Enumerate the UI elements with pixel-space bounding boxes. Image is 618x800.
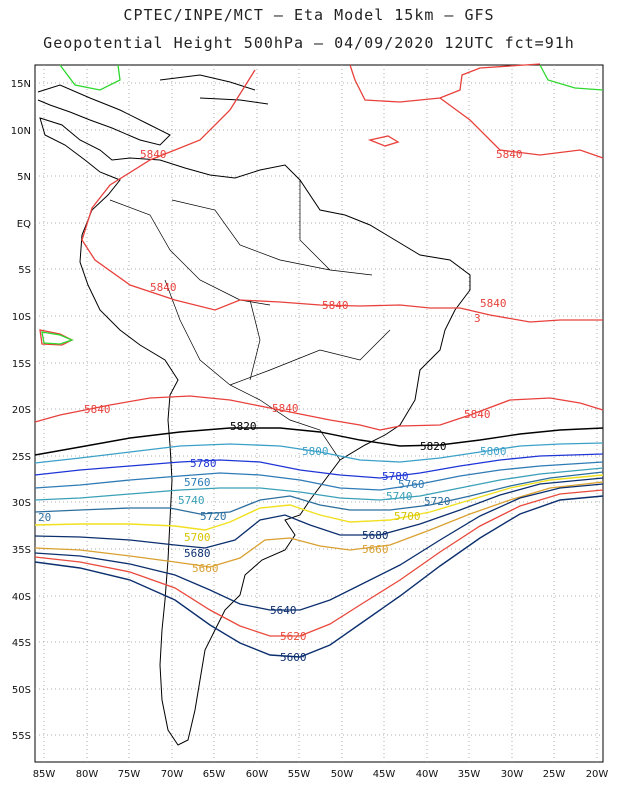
lat-label: 40S: [12, 592, 31, 603]
contour-label-5680: 5680: [184, 547, 211, 560]
contour-label-5660: 5660: [192, 562, 219, 575]
contour-line-5660: [34, 481, 604, 568]
lat-label: 35S: [12, 545, 31, 556]
contour-line-green: [59, 64, 121, 91]
contour-label-5600: 5600: [280, 651, 307, 664]
contour-line-5720: [34, 471, 604, 515]
lat-label: 10S: [12, 312, 31, 323]
lon-label: 85W: [33, 769, 56, 780]
lon-label: 60W: [246, 769, 269, 780]
country-borders: [109, 180, 391, 461]
contour-labels: 5840 5840 5840 5840 5840 3 5840 5840 584…: [38, 148, 523, 664]
contour-label-5720: 5720: [200, 510, 227, 523]
contour-label-5840: 5840: [150, 281, 177, 294]
contour-line-5840: [439, 97, 604, 159]
contour-line-5800: [34, 442, 604, 464]
contour-label-5700: 5700: [184, 531, 211, 544]
lon-label: 45W: [373, 769, 396, 780]
contour-line-5840: [39, 329, 74, 346]
lat-label: 15S: [12, 359, 31, 370]
contour-line-5740: [34, 467, 604, 501]
lat-label: 45S: [12, 638, 31, 649]
latitude-labels: 15N 10N 5N EQ 5S 10S 15S 20S 25S 30S 35S…: [11, 79, 31, 742]
lat-label: 5N: [17, 172, 31, 183]
lon-label: 40W: [416, 769, 439, 780]
contour-line-5600: [34, 495, 604, 658]
contour-label-5760: 5760: [398, 478, 425, 491]
contour-label-5680: 5680: [362, 529, 389, 542]
central-america: [37, 84, 171, 146]
contour-line-green: [539, 64, 604, 91]
lat-label: 50S: [12, 685, 31, 696]
contour-line-5820: [34, 427, 604, 456]
lat-label: 25S: [12, 452, 31, 463]
lat-label: 10N: [11, 126, 31, 137]
contour-label-5780: 5780: [190, 457, 217, 470]
contour-line-5760: [34, 461, 604, 491]
lon-label: 50W: [331, 769, 354, 780]
longitude-labels: 85W 80W 75W 70W 65W 60W 55W 50W 45W 40W …: [33, 769, 609, 780]
graticule: [35, 65, 603, 762]
contour-label-5840: 5840: [140, 148, 167, 161]
lon-label: 75W: [118, 769, 141, 780]
contour-label-5640: 5640: [270, 604, 297, 617]
contours-5840: [34, 63, 604, 431]
contour-label-5800: 5800: [480, 445, 507, 458]
contour-label-5820: 5820: [420, 440, 447, 453]
lon-label: 35W: [458, 769, 481, 780]
contour-line-5840: [367, 135, 400, 147]
contour-label-5760: 5760: [184, 476, 211, 489]
contour-label-5620: 5620: [280, 630, 307, 643]
lat-label: 5S: [18, 265, 31, 276]
lon-label: 30W: [501, 769, 524, 780]
lon-label: 20W: [586, 769, 609, 780]
contour-label-small: 3: [474, 312, 481, 325]
lon-label: 65W: [203, 769, 226, 780]
contours-green: [41, 64, 604, 345]
contour-label-5820: 5820: [230, 420, 257, 433]
contour-label-5720-edge: 20: [38, 511, 51, 524]
contour-label-5700: 5700: [394, 510, 421, 523]
contour-label-5840: 5840: [84, 403, 111, 416]
map-title-line1: CPTEC/INPE/MCT – Eta Model 15km – GFS: [123, 6, 495, 24]
contour-line-5620: [34, 489, 604, 637]
contour-line-5700: [34, 474, 604, 531]
contour-label-5840: 5840: [272, 402, 299, 415]
lat-label: 20S: [12, 405, 31, 416]
contour-line-5840: [34, 395, 604, 431]
coastlines: [37, 74, 471, 746]
contour-line-5780: [34, 453, 604, 479]
contour-label-5740: 5740: [386, 490, 413, 503]
contour-label-5780: 5780: [382, 470, 409, 483]
map-frame: [34, 64, 604, 763]
contour-label-5660: 5660: [362, 543, 389, 556]
lat-label: 55S: [12, 731, 31, 742]
lon-label: 70W: [161, 769, 184, 780]
lon-label: 80W: [76, 769, 99, 780]
lat-label: 30S: [12, 498, 31, 509]
contour-line-green: [41, 331, 74, 345]
map-title-line2: Geopotential Height 500hPa – 04/09/2020 …: [43, 34, 575, 52]
contour-label-5740: 5740: [178, 494, 205, 507]
contour-label-5800: 5800: [302, 445, 329, 458]
contour-label-5840: 5840: [464, 408, 491, 421]
lat-label: EQ: [17, 219, 31, 230]
lon-label: 25W: [543, 769, 566, 780]
lon-label: 55W: [288, 769, 311, 780]
contour-line-5840: [81, 69, 603, 323]
caribbean-islands: [159, 74, 269, 105]
contour-label-5840: 5840: [496, 148, 523, 161]
contour-label-5840: 5840: [480, 297, 507, 310]
contour-label-5840: 5840: [322, 299, 349, 312]
contour-line-5640: [34, 483, 604, 611]
lat-label: 15N: [11, 79, 31, 90]
contour-line-5680: [34, 477, 604, 549]
contour-label-5720: 5720: [424, 495, 451, 508]
